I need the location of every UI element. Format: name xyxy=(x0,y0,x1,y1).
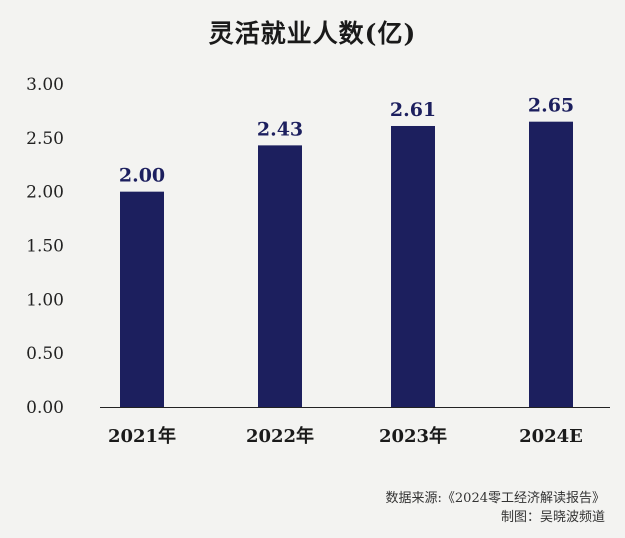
credit-line: 制图：吴晓波频道 xyxy=(500,510,605,525)
bar-2022年 xyxy=(258,145,302,407)
bar-value-label: 2.43 xyxy=(257,118,303,140)
bar-value-label: 2.65 xyxy=(528,95,574,117)
bar-2021年 xyxy=(120,191,164,407)
x-axis-tick-labels: 2021年 2022年 2023年 2024E xyxy=(108,425,583,447)
bar-2024E xyxy=(529,121,573,407)
y-tick-label: 3.00 xyxy=(26,75,64,95)
source-note: 数据来源:《2024零工经济解读报告》 制图：吴晓波频道 xyxy=(386,489,605,527)
bar-value-labels: 2.00 2.43 2.61 2.65 xyxy=(119,95,574,187)
bar-value-label: 2.61 xyxy=(390,99,436,121)
x-tick-label: 2021年 xyxy=(108,425,176,447)
y-tick-label: 0.50 xyxy=(26,344,64,364)
y-tick-label: 1.00 xyxy=(26,290,64,310)
x-tick-label: 2024E xyxy=(519,426,583,447)
bars xyxy=(120,121,573,408)
bar-2023年 xyxy=(391,125,435,408)
y-tick-label: 2.00 xyxy=(26,183,64,203)
source-line: 数据来源:《2024零工经济解读报告》 xyxy=(385,491,605,506)
y-tick-label: 1.50 xyxy=(26,237,64,257)
y-axis-tick-labels: 0.00 0.50 1.00 1.50 2.00 2.50 3.00 xyxy=(26,75,64,418)
y-tick-label: 2.50 xyxy=(26,129,64,149)
chart-title: 灵活就业人数(亿) xyxy=(208,19,417,48)
x-tick-label: 2023年 xyxy=(379,425,447,447)
y-tick-label: 0.00 xyxy=(26,398,64,418)
bar-value-label: 2.00 xyxy=(119,165,165,187)
x-tick-label: 2022年 xyxy=(246,425,314,447)
